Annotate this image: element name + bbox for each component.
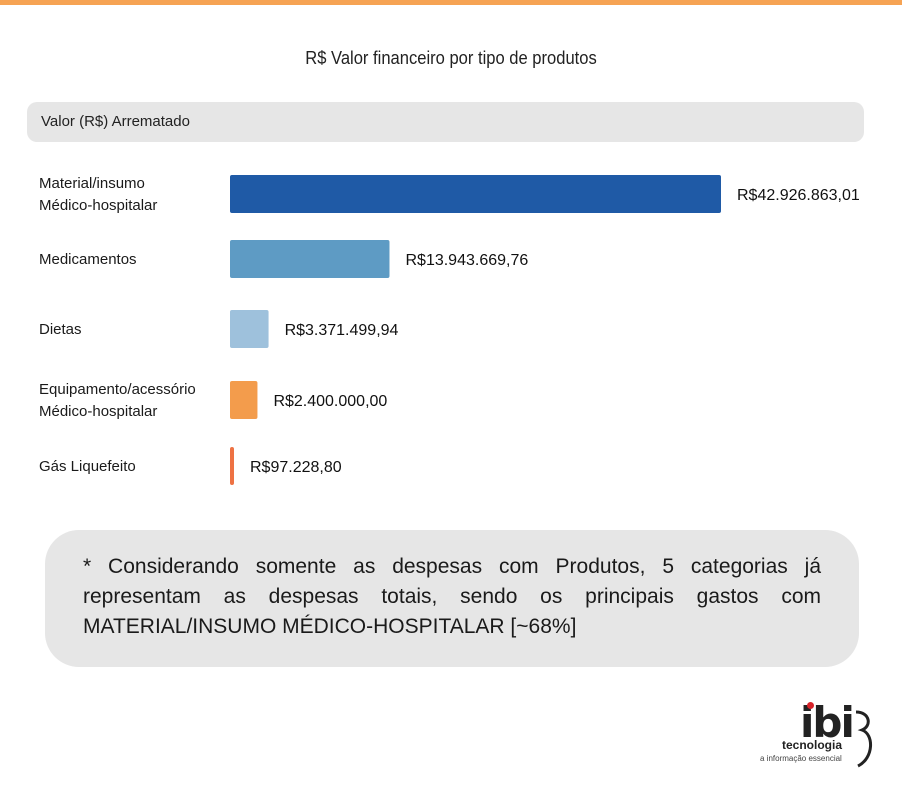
- logo-hook-icon: [855, 710, 872, 768]
- company-logo: ibi tecnologia a informação essencial: [760, 698, 890, 772]
- value-label-3: R$2.400.000,00: [273, 393, 387, 410]
- bar-4: [230, 447, 234, 485]
- note-box: * Considerando somente as despesas com P…: [45, 530, 859, 667]
- bar-3: [230, 381, 258, 419]
- bar-1: [230, 240, 390, 278]
- value-label-1: R$13.943.669,76: [405, 252, 528, 269]
- series-header: Valor (R$) Arrematado: [27, 102, 864, 142]
- value-label-0: R$42.926.863,01: [737, 187, 860, 204]
- bar-2: [230, 310, 269, 348]
- chart-title: R$ Valor financeiro por tipo de produtos: [305, 48, 597, 68]
- top-accent-bar: [0, 0, 902, 5]
- category-label-4: Gás Liquefeito: [39, 458, 136, 475]
- value-label-4: R$97.228,80: [250, 459, 342, 476]
- category-label-2: Dietas: [39, 321, 82, 338]
- bar-0: [230, 175, 721, 213]
- logo-wordmark: tecnologia: [782, 738, 843, 752]
- value-label-2: R$3.371.499,94: [285, 322, 399, 339]
- bar-chart: R$42.926.863,01 Material/insumo Médico-hos…: [39, 175, 860, 485]
- note-text: * Considerando somente as despesas com P…: [83, 555, 821, 638]
- category-label-0: Material/insumo Médico-hospitalar: [39, 175, 157, 214]
- logo-tagline: a informação essencial: [760, 754, 842, 763]
- category-label-3: Equipamento/acessório Médico-hospitalar: [39, 381, 196, 420]
- logo-dot: [807, 702, 814, 709]
- series-header-label: Valor (R$) Arrematado: [41, 113, 190, 130]
- category-label-1: Medicamentos: [39, 251, 137, 268]
